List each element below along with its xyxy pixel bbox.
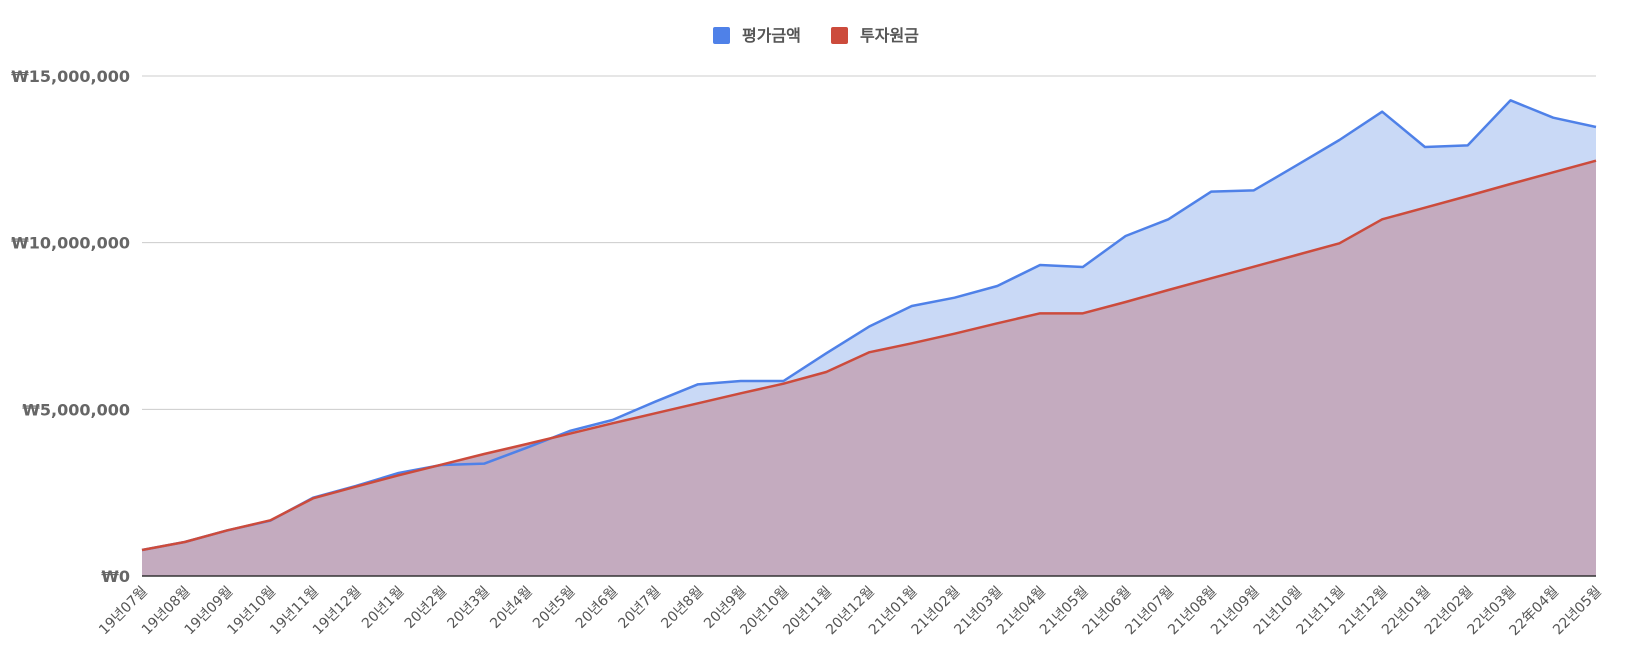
area-series-2 <box>142 160 1596 576</box>
x-axis-ticks: 19년07월19년08월19년09월19년10월19년11월19년12월20년1… <box>96 584 1605 640</box>
line-series-2 <box>141 159 1597 552</box>
line-series-1 <box>141 99 1597 552</box>
legend-swatch-series-1 <box>713 27 730 44</box>
y-tick-label: ₩10,000,000 <box>11 234 130 253</box>
x-tick-label: 20년5월 <box>530 584 578 632</box>
x-tick-label: 20년7월 <box>616 584 664 632</box>
x-tick-label: 20년6월 <box>573 584 621 632</box>
y-tick-label: ₩15,000,000 <box>11 67 130 86</box>
legend-label-series-1: 평가금액 <box>742 26 801 45</box>
y-tick-label: ₩0 <box>101 567 130 586</box>
x-tick-label: 20년4월 <box>487 584 535 632</box>
legend-swatch-series-2 <box>831 27 848 44</box>
y-tick-label: ₩5,000,000 <box>22 400 130 419</box>
y-axis-ticks: ₩0 ₩5,000,000 ₩10,000,000 ₩15,000,000 <box>11 67 130 586</box>
x-tick-label: 20년1월 <box>359 584 407 632</box>
legend-label-series-2: 투자원금 <box>860 26 919 45</box>
x-tick-label: 20년8월 <box>658 584 706 632</box>
legend: 평가금액 투자원금 <box>713 26 919 45</box>
series-areas <box>142 100 1596 576</box>
x-tick-label: 20년3월 <box>445 584 493 632</box>
x-tick-label: 20년2월 <box>402 584 450 632</box>
series-lines <box>141 99 1597 552</box>
